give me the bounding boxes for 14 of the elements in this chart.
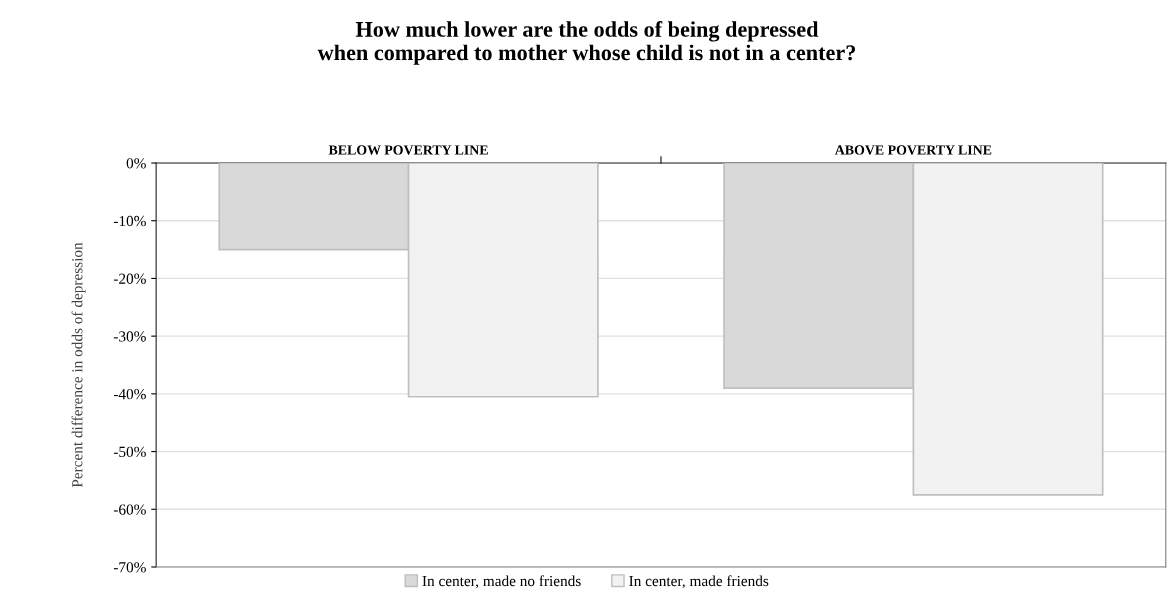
y-tick-label: 0%	[126, 158, 146, 169]
y-tick-label: -30%	[113, 331, 146, 342]
chart-title: How much lower are the odds of being depressed when compared to mother whose child is not in a center?	[317, 21, 856, 65]
legend-label: In center, made no friends	[422, 575, 581, 589]
y-tick-label: -20%	[113, 273, 146, 284]
y-tick-label: -60%	[113, 504, 146, 515]
y-tick-label: -10%	[113, 215, 146, 227]
y-tick-label: -50%	[113, 446, 146, 458]
x-tick-label: BELOW POVERTY LINE	[328, 145, 488, 155]
legend-label: In center, made friends	[629, 575, 769, 589]
y-axis-title: Percent difference in odds of depression	[71, 242, 86, 488]
y-tick-label: -70%	[113, 562, 146, 573]
x-tick-label: ABOVE POVERTY LINE	[834, 145, 992, 155]
y-tick-label: -40%	[113, 389, 146, 400]
